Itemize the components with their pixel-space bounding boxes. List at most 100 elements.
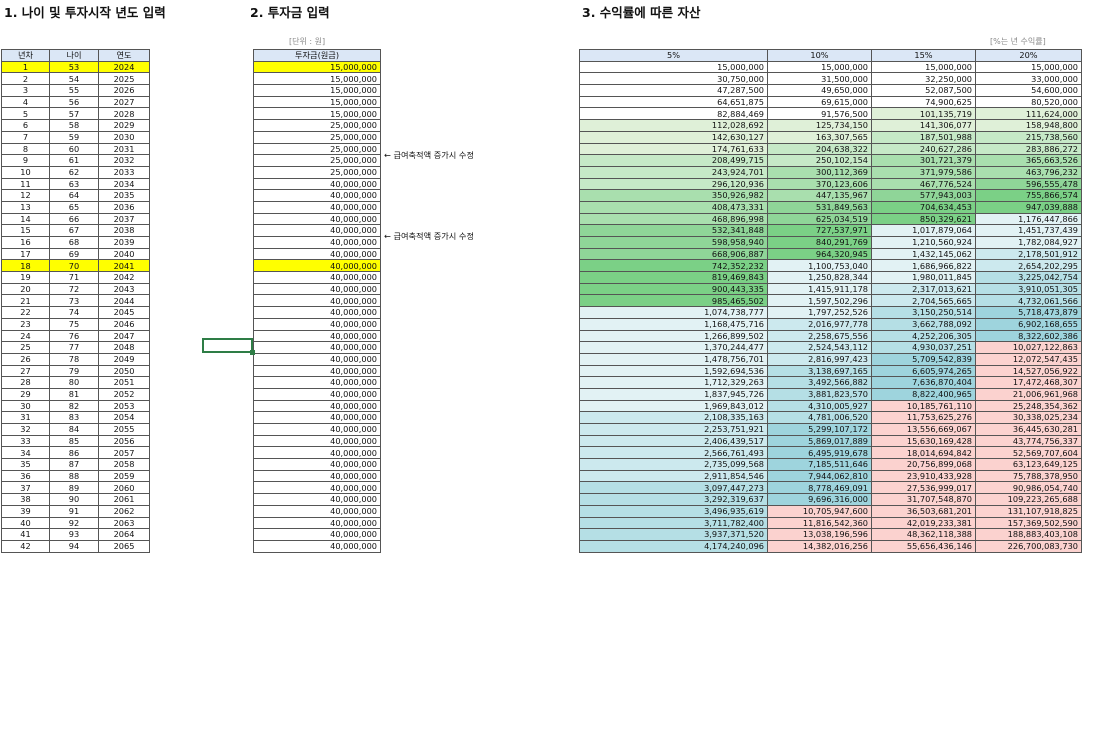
asset-cell-rate-20[interactable]: 157,369,502,590: [975, 516, 1082, 530]
asset-cell-rate-15[interactable]: 4,930,037,251: [871, 341, 976, 354]
asset-cell-rate-5[interactable]: 742,352,232: [579, 259, 768, 273]
principal-cell[interactable]: 25,000,000: [253, 165, 381, 179]
asset-cell-rate-5[interactable]: 668,906,887: [579, 247, 768, 261]
asset-cell-rate-10[interactable]: 1,100,753,040: [767, 259, 872, 273]
asset-cell-rate-15[interactable]: 11,753,625,276: [871, 411, 976, 424]
asset-cell-rate-10[interactable]: 13,038,196,596: [767, 528, 872, 541]
year-index-cell[interactable]: 4: [1, 95, 50, 109]
asset-cell-rate-5[interactable]: 243,924,701: [579, 165, 768, 179]
asset-cell-rate-10[interactable]: 49,650,000: [767, 84, 872, 97]
year-index-cell[interactable]: 12: [1, 189, 50, 202]
principal-cell[interactable]: 25,000,000: [253, 130, 381, 144]
calendar-year-cell[interactable]: 2057: [98, 446, 150, 460]
principal-cell[interactable]: 40,000,000: [253, 423, 381, 436]
asset-cell-rate-5[interactable]: 3,496,935,619: [579, 504, 768, 518]
asset-cell-rate-20[interactable]: 3,910,051,305: [975, 282, 1082, 296]
year-index-cell[interactable]: 33: [1, 434, 50, 448]
principal-cell[interactable]: 40,000,000: [253, 329, 381, 343]
year-index-cell[interactable]: 39: [1, 504, 50, 518]
asset-cell-rate-15[interactable]: 1,980,011,845: [871, 271, 976, 284]
asset-cell-rate-20[interactable]: 158,948,800: [975, 119, 1082, 132]
principal-cell[interactable]: 40,000,000: [253, 236, 381, 249]
asset-cell-rate-10[interactable]: 1,250,828,344: [767, 271, 872, 284]
principal-cell[interactable]: 40,000,000: [253, 446, 381, 460]
age-cell[interactable]: 61: [49, 154, 99, 167]
principal-cell[interactable]: 40,000,000: [253, 224, 381, 237]
calendar-year-cell[interactable]: 2048: [98, 341, 150, 354]
asset-cell-rate-15[interactable]: 42,019,233,381: [871, 516, 976, 530]
age-cell[interactable]: 63: [49, 177, 99, 191]
age-cell[interactable]: 70: [49, 259, 99, 273]
calendar-year-cell[interactable]: 2047: [98, 329, 150, 343]
asset-cell-rate-5[interactable]: 112,028,692: [579, 119, 768, 132]
age-cell[interactable]: 89: [49, 481, 99, 495]
selected-cell[interactable]: [202, 338, 255, 355]
year-index-cell[interactable]: 41: [1, 528, 50, 541]
asset-cell-rate-20[interactable]: 215,738,560: [975, 130, 1082, 144]
age-cell[interactable]: 76: [49, 329, 99, 343]
asset-cell-rate-5[interactable]: 1,969,843,012: [579, 399, 768, 413]
calendar-year-cell[interactable]: 2027: [98, 95, 150, 109]
asset-cell-rate-10[interactable]: 15,000,000: [767, 60, 872, 74]
principal-cell[interactable]: 25,000,000: [253, 142, 381, 156]
year-index-cell[interactable]: 38: [1, 493, 50, 506]
year-index-cell[interactable]: 31: [1, 411, 50, 424]
calendar-year-cell[interactable]: 2056: [98, 434, 150, 448]
calendar-year-cell[interactable]: 2046: [98, 317, 150, 331]
asset-cell-rate-20[interactable]: 109,223,265,688: [975, 493, 1082, 506]
calendar-year-cell[interactable]: 2045: [98, 306, 150, 319]
year-index-cell[interactable]: 28: [1, 376, 50, 389]
principal-cell[interactable]: 40,000,000: [253, 259, 381, 273]
asset-cell-rate-5[interactable]: 1,266,899,502: [579, 329, 768, 343]
asset-cell-rate-5[interactable]: 532,341,848: [579, 224, 768, 237]
age-cell[interactable]: 66: [49, 212, 99, 226]
asset-cell-rate-15[interactable]: 15,000,000: [871, 60, 976, 74]
year-index-cell[interactable]: 22: [1, 306, 50, 319]
asset-cell-rate-20[interactable]: 21,006,961,968: [975, 387, 1082, 401]
asset-cell-rate-10[interactable]: 5,299,107,172: [767, 423, 872, 436]
asset-cell-rate-15[interactable]: 577,943,003: [871, 189, 976, 202]
asset-cell-rate-10[interactable]: 69,615,000: [767, 95, 872, 109]
asset-cell-rate-20[interactable]: 1,782,084,927: [975, 236, 1082, 249]
calendar-year-cell[interactable]: 2024: [98, 60, 150, 74]
header-principal[interactable]: 투자금(원금): [253, 49, 381, 62]
calendar-year-cell[interactable]: 2035: [98, 189, 150, 202]
age-cell[interactable]: 55: [49, 84, 99, 97]
asset-cell-rate-15[interactable]: 32,250,000: [871, 72, 976, 86]
asset-cell-rate-20[interactable]: 3,225,042,754: [975, 271, 1082, 284]
year-index-cell[interactable]: 13: [1, 200, 50, 214]
year-index-cell[interactable]: 36: [1, 469, 50, 483]
year-index-cell[interactable]: 26: [1, 352, 50, 366]
asset-cell-rate-10[interactable]: 250,102,154: [767, 154, 872, 167]
asset-cell-rate-10[interactable]: 300,112,369: [767, 165, 872, 179]
year-index-cell[interactable]: 30: [1, 399, 50, 413]
year-index-cell[interactable]: 17: [1, 247, 50, 261]
principal-cell[interactable]: 40,000,000: [253, 364, 381, 378]
asset-cell-rate-20[interactable]: 226,700,083,730: [975, 539, 1082, 553]
year-index-cell[interactable]: 37: [1, 481, 50, 495]
age-cell[interactable]: 75: [49, 317, 99, 331]
age-cell[interactable]: 83: [49, 411, 99, 424]
asset-cell-rate-20[interactable]: 15,000,000: [975, 60, 1082, 74]
asset-cell-rate-10[interactable]: 91,576,500: [767, 107, 872, 121]
calendar-year-cell[interactable]: 2033: [98, 165, 150, 179]
principal-cell[interactable]: 15,000,000: [253, 95, 381, 109]
calendar-year-cell[interactable]: 2028: [98, 107, 150, 121]
asset-cell-rate-20[interactable]: 6,902,168,655: [975, 317, 1082, 331]
age-cell[interactable]: 87: [49, 458, 99, 471]
year-index-cell[interactable]: 7: [1, 130, 50, 144]
asset-cell-rate-5[interactable]: 985,465,502: [579, 294, 768, 308]
year-index-cell[interactable]: 25: [1, 341, 50, 354]
asset-cell-rate-20[interactable]: 5,718,473,879: [975, 306, 1082, 319]
asset-cell-rate-10[interactable]: 5,869,017,889: [767, 434, 872, 448]
asset-cell-rate-15[interactable]: 13,556,669,067: [871, 423, 976, 436]
year-index-cell[interactable]: 6: [1, 119, 50, 132]
principal-cell[interactable]: 40,000,000: [253, 399, 381, 413]
principal-cell[interactable]: 40,000,000: [253, 493, 381, 506]
principal-cell[interactable]: 40,000,000: [253, 341, 381, 354]
asset-cell-rate-5[interactable]: 82,884,469: [579, 107, 768, 121]
asset-cell-rate-5[interactable]: 598,958,940: [579, 236, 768, 249]
asset-cell-rate-15[interactable]: 301,721,379: [871, 154, 976, 167]
asset-cell-rate-5[interactable]: 1,592,694,536: [579, 364, 768, 378]
asset-cell-rate-10[interactable]: 10,705,947,600: [767, 504, 872, 518]
